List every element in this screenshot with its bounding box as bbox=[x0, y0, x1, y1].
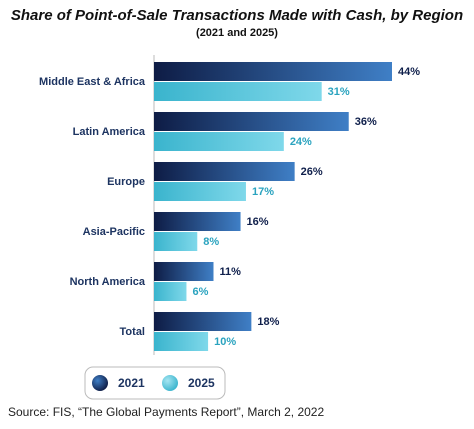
category-label: Europe bbox=[107, 176, 145, 188]
category-label: Latin America bbox=[73, 126, 146, 138]
bar bbox=[154, 112, 349, 131]
category-label: North America bbox=[70, 276, 146, 288]
bar bbox=[154, 312, 252, 331]
legend-label: 2025 bbox=[188, 376, 215, 390]
bar bbox=[154, 82, 322, 101]
bar bbox=[154, 232, 198, 251]
value-label: 44% bbox=[398, 66, 420, 78]
chart-subtitle: (2021 and 2025) bbox=[196, 27, 278, 39]
legend-swatch bbox=[92, 375, 108, 391]
chart-title: Share of Point-of-Sale Transactions Made… bbox=[11, 7, 463, 24]
value-label: 24% bbox=[290, 136, 312, 148]
bar bbox=[154, 282, 187, 301]
bar bbox=[154, 132, 284, 151]
value-label: 16% bbox=[247, 216, 269, 228]
value-label: 10% bbox=[214, 336, 236, 348]
value-label: 26% bbox=[301, 166, 323, 178]
bar bbox=[154, 212, 241, 231]
legend-swatch bbox=[162, 375, 178, 391]
legend-box bbox=[84, 366, 226, 400]
bar bbox=[154, 182, 246, 201]
bar bbox=[154, 332, 209, 351]
bar bbox=[154, 262, 214, 281]
value-label: 36% bbox=[355, 116, 377, 128]
value-label: 11% bbox=[220, 266, 242, 278]
category-label: Middle East & Africa bbox=[39, 76, 146, 88]
value-label: 31% bbox=[328, 86, 350, 98]
value-label: 18% bbox=[257, 316, 279, 328]
value-label: 6% bbox=[192, 286, 208, 298]
value-label: 17% bbox=[252, 186, 274, 198]
source: Source: FIS, “The Global Payments Report… bbox=[8, 405, 324, 419]
bar bbox=[154, 62, 392, 81]
value-label: 8% bbox=[203, 236, 219, 248]
bar bbox=[154, 162, 295, 181]
legend-label: 2021 bbox=[118, 376, 145, 390]
category-label: Asia-Pacific bbox=[83, 226, 145, 238]
category-label: Total bbox=[120, 326, 145, 338]
